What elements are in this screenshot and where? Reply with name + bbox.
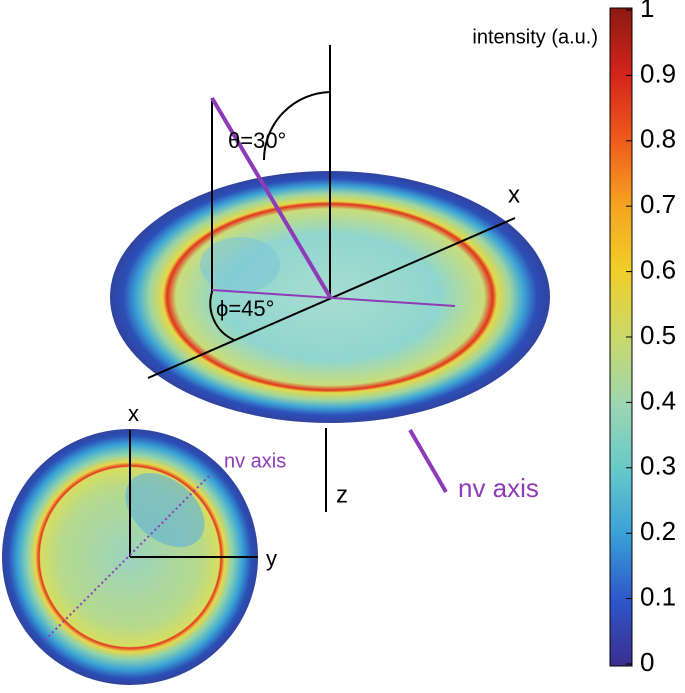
- phi-arc: [209, 291, 235, 341]
- y-label-small: y: [266, 546, 277, 571]
- z-label: z: [336, 481, 348, 508]
- nv-legend-line: [408, 428, 448, 494]
- colorbar-tick-label: 0.9: [640, 58, 676, 88]
- colorbar-title: intensity (a.u.): [472, 26, 598, 48]
- colorbar-tick-label: 0.8: [640, 124, 676, 154]
- nv-label: nv axis: [458, 473, 539, 503]
- colorbar-tick-label: 0.5: [640, 320, 676, 350]
- colorbar-tick-label: 0.3: [640, 451, 676, 481]
- colorbar-tick-label: 0.6: [640, 254, 676, 284]
- colorbar-tick-label: 0.7: [640, 189, 676, 219]
- x-label-small: x: [128, 401, 139, 426]
- phi-label: ϕ=45°: [216, 296, 274, 321]
- colorbar-tick-label: 0: [640, 647, 654, 677]
- intensity-spot: [200, 237, 280, 293]
- x-label: x: [508, 181, 520, 208]
- nv-dotted: [44, 474, 211, 641]
- theta-label: θ=30°: [228, 128, 286, 153]
- colorbar-tick-label: 0.1: [640, 581, 676, 611]
- colorbar-tick-label: 0.4: [640, 385, 676, 415]
- nv-label-small: nv axis: [224, 450, 286, 472]
- nv-projection: [211, 289, 456, 307]
- intensity-spot: [125, 473, 205, 547]
- theta-arc: [263, 91, 331, 161]
- colorbar-tick-label: 1: [640, 0, 654, 23]
- colorbar-tick-label: 0.2: [640, 516, 676, 546]
- nv-line: [210, 96, 332, 299]
